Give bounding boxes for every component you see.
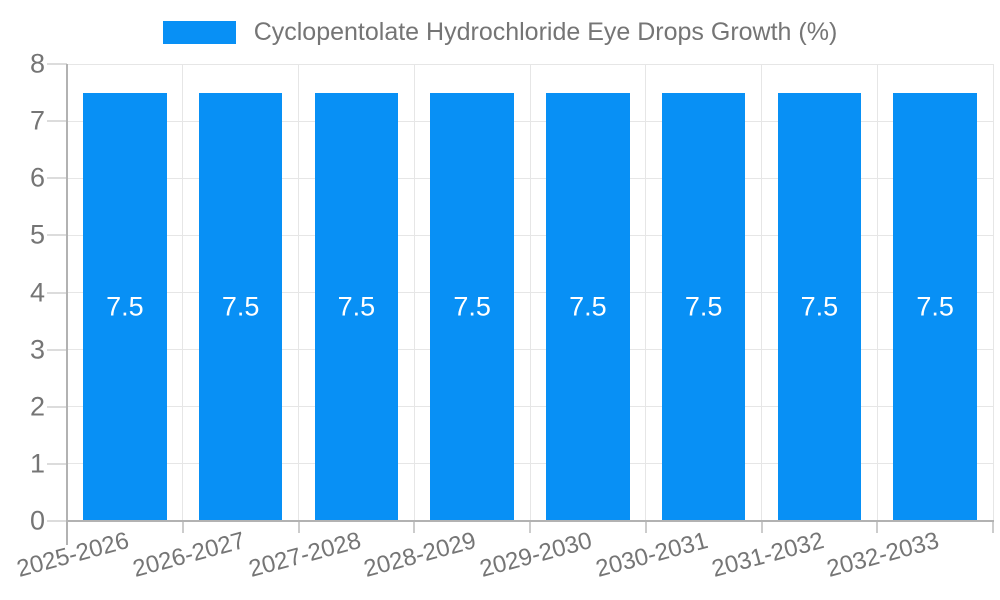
y-tick-label: 5 xyxy=(29,219,45,250)
x-tick-mark xyxy=(297,521,300,533)
legend-label: Cyclopentolate Hydrochloride Eye Drops G… xyxy=(253,17,838,46)
bar-value-label: 7.5 xyxy=(916,291,954,322)
bar-value-label: 7.5 xyxy=(453,291,491,322)
y-tick-mark xyxy=(47,63,67,65)
bar xyxy=(893,92,977,521)
x-tick-mark xyxy=(760,521,763,533)
x-tick-mark xyxy=(876,521,879,533)
y-tick-mark xyxy=(47,120,67,123)
bar-value-label: 7.5 xyxy=(337,291,376,322)
bar xyxy=(198,92,283,521)
bar xyxy=(777,92,862,521)
legend: Cyclopentolate Hydrochloride Eye Drops G… xyxy=(0,14,1000,50)
y-tick-mark xyxy=(47,405,67,408)
y-axis-labels: 0 1 2 3 4 5 6 7 8 xyxy=(0,49,45,536)
bar xyxy=(546,92,630,521)
bar-value-label: 7.5 xyxy=(106,291,144,322)
x-axis-labels: 2025-2026 2026-2027 2027-2028 2028-2029 2029… xyxy=(14,527,993,597)
y-tick-mark xyxy=(47,234,67,237)
gridline-vertical xyxy=(992,64,994,521)
x-axis-line xyxy=(66,520,994,522)
x-tick-mark xyxy=(181,521,184,533)
gridline-vertical xyxy=(761,64,762,521)
y-tick-mark xyxy=(47,348,67,351)
y-axis-line xyxy=(66,64,68,545)
y-tick-label: 7 xyxy=(29,105,45,136)
gridline-vertical xyxy=(876,64,878,521)
y-tick-mark xyxy=(47,291,67,294)
y-tick-label: 6 xyxy=(29,162,45,193)
x-tick-mark xyxy=(413,521,416,533)
x-tick-label: 2029-2030 xyxy=(477,527,595,583)
x-tick-mark xyxy=(644,521,647,533)
plot-area: 7.5 7.5 7.5 7.5 7.5 7.5 7.5 7.5 xyxy=(47,63,994,545)
bar xyxy=(661,92,746,521)
bar-value-label: 7.5 xyxy=(684,291,723,322)
x-tick-label: 2030-2031 xyxy=(592,527,711,583)
bar xyxy=(83,92,167,521)
x-tick-mark xyxy=(992,521,994,533)
y-tick-label: 3 xyxy=(29,334,45,365)
y-tick-mark xyxy=(47,462,67,465)
bar-value-label: 7.5 xyxy=(569,291,607,322)
gridline-vertical xyxy=(645,64,647,521)
y-tick-mark xyxy=(47,177,67,180)
gridline-vertical xyxy=(529,64,531,521)
y-tick-label: 1 xyxy=(29,448,45,479)
bar xyxy=(430,92,514,521)
gridline-vertical xyxy=(298,64,299,521)
bar xyxy=(314,92,399,521)
y-tick-label: 4 xyxy=(29,277,45,307)
bar-value-label: 7.5 xyxy=(800,291,839,322)
x-tick-label: 2032-2033 xyxy=(824,527,943,583)
y-tick-mark xyxy=(47,520,67,522)
gridline-vertical xyxy=(413,64,415,521)
x-tick-label: 2031-2032 xyxy=(708,527,827,583)
y-tick-label: 8 xyxy=(29,48,45,79)
bar-value-label: 7.5 xyxy=(221,291,260,322)
x-tick-label: 2028-2029 xyxy=(361,527,480,583)
x-tick-mark xyxy=(529,521,531,533)
legend-swatch xyxy=(162,20,236,44)
y-tick-label: 0 xyxy=(29,505,45,536)
gridline-vertical xyxy=(182,64,184,521)
x-tick-label: 2026-2027 xyxy=(129,527,248,583)
y-tick-label: 2 xyxy=(29,391,45,422)
x-tick-label: 2027-2028 xyxy=(245,527,364,583)
